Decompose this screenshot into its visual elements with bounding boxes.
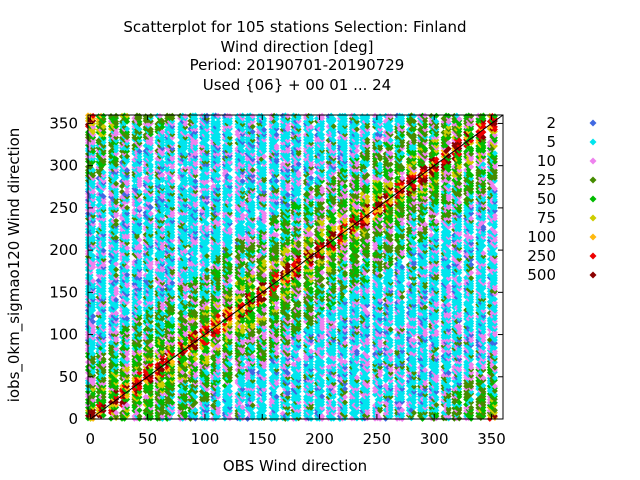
scatter-point <box>90 294 97 301</box>
scatter-point <box>100 116 107 122</box>
scatter-point <box>100 156 107 163</box>
scatter-point <box>90 252 97 259</box>
scatter-point <box>100 169 107 176</box>
scatter-point <box>100 402 107 409</box>
scatter-point <box>90 386 97 393</box>
title-line-1: Scatterplot for 105 stations Selection: … <box>123 18 466 36</box>
scatter-point <box>100 347 107 354</box>
scatter-point <box>90 148 97 155</box>
scatter-point <box>90 167 97 174</box>
scatter-point <box>90 278 97 284</box>
scatter-point <box>100 240 107 247</box>
scatter-point <box>100 361 107 368</box>
scatter-point <box>100 375 107 382</box>
scatter-point <box>90 412 97 419</box>
scatter-point <box>90 380 97 387</box>
scatter-point <box>100 343 107 349</box>
scatter-point <box>100 143 107 149</box>
scatter-point <box>90 234 97 241</box>
scatter-points <box>85 112 498 422</box>
scatter-point <box>100 367 107 373</box>
scatter-point <box>90 256 97 263</box>
scatter-point <box>90 123 97 130</box>
scatter-point <box>90 326 97 333</box>
scatter-point <box>90 323 97 330</box>
title-line-2: Wind direction [deg] <box>221 38 374 56</box>
scatter-point <box>100 337 107 344</box>
scatter-point <box>100 183 107 190</box>
scatter-point <box>90 112 97 119</box>
scatter-point <box>100 275 107 282</box>
scatter-point <box>90 318 97 325</box>
chart-title: Scatterplot for 105 stations Selection: … <box>123 18 466 94</box>
scatter-point <box>100 320 107 327</box>
scatter-point <box>90 359 97 366</box>
scatter-point <box>100 350 107 357</box>
scatter-point <box>90 188 97 195</box>
scatter-point <box>90 207 97 214</box>
scatter-point <box>100 262 107 268</box>
scatter-point <box>90 313 97 320</box>
scatter-point <box>100 129 107 136</box>
scatter-point <box>100 356 107 363</box>
scatter-point <box>100 412 107 419</box>
scatter-point <box>100 324 107 330</box>
scatter-point <box>90 397 97 403</box>
scatter-point <box>100 313 107 320</box>
scatter-point <box>90 139 97 146</box>
scatter-point <box>100 397 107 404</box>
title-line-3: Period: 20190701-20190729 <box>190 56 405 74</box>
scatter-point <box>100 193 107 200</box>
scatter-point <box>90 350 97 357</box>
scatter-point <box>100 216 107 222</box>
scatter-point <box>90 213 97 219</box>
scatter-point <box>100 299 107 306</box>
scatter-point <box>100 202 107 209</box>
scatter-point <box>100 178 107 184</box>
scatter-point <box>100 247 107 254</box>
title-line-4: Used {06} + 00 01 ... 24 <box>203 76 391 94</box>
scatter-point <box>100 394 107 400</box>
scatter-point <box>100 112 107 119</box>
scatter-point <box>100 123 107 130</box>
scatter-point <box>100 135 107 141</box>
